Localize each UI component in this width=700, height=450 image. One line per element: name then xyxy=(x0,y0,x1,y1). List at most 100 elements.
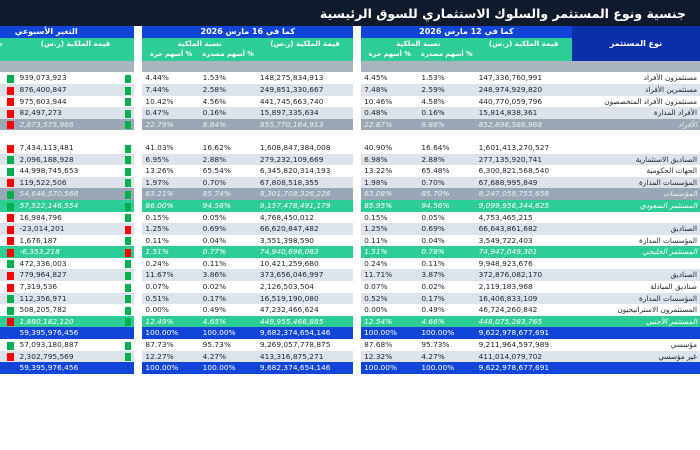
cell-issued-16: 8.84% xyxy=(199,118,257,131)
row-gap-1 xyxy=(353,257,362,270)
row-gap-1 xyxy=(353,327,362,340)
cell-free-12: 100.00% xyxy=(361,327,419,340)
direction-chip xyxy=(124,295,132,304)
row-gap-2 xyxy=(134,350,143,363)
row-label xyxy=(571,362,700,374)
direction-chip xyxy=(6,225,14,234)
sep-p12i xyxy=(418,60,476,73)
direction-chip xyxy=(124,237,132,246)
cell-change-pct: 0.63% xyxy=(0,199,4,212)
cell-change-pct: 0.18% xyxy=(0,176,4,189)
cell-value-16: 4,768,450,012 xyxy=(256,211,354,224)
cell-issued-12: 0.69% xyxy=(418,223,476,235)
cell-change-pct: 0.62% xyxy=(0,339,4,351)
table-row: 1,601,413,270,527 16.64% 40.90% 1,608,847,3… xyxy=(0,141,700,154)
cell-value-16: 15,897,335,634 xyxy=(256,107,354,119)
cell-issued-12: 85.70% xyxy=(418,188,476,200)
table-row: الأفراد 852,896,588,968 8.86% 22.87% 855,770… xyxy=(0,118,700,131)
row-gap-1 xyxy=(353,95,362,108)
row-gap-2 xyxy=(134,176,143,189)
cell-issued-12: 0.17% xyxy=(418,292,476,305)
cell-issued-16: 0.77% xyxy=(199,246,257,258)
cell-value-16: 74,940,696,083 xyxy=(256,246,354,258)
change-pct-up-icon xyxy=(3,304,17,316)
cell-value-12: 46,724,260,842 xyxy=(475,304,572,316)
cell-change-value: 82,497,273 xyxy=(16,107,122,119)
header-sub-free-16: % أسهم حرة xyxy=(142,49,200,61)
cell-change-pct: 0.76% xyxy=(0,153,4,166)
change-pct-down-icon xyxy=(3,95,17,108)
cell-value-12: 6,300,821,568,540 xyxy=(475,165,572,177)
direction-chip xyxy=(6,179,14,188)
cell-issued-12: 0.78% xyxy=(418,246,476,258)
table-row: مستثمرون الأفراد 147,336,760,991 1.53% 4.45… xyxy=(0,72,700,84)
direction-chip xyxy=(124,179,132,188)
direction-chip xyxy=(124,109,132,118)
cell-issued-12: 2.88% xyxy=(418,153,476,166)
row-label: المستثمر الأجنبي xyxy=(571,315,700,328)
cell-value-12: 4,753,465,215 xyxy=(475,211,572,224)
header-change-value-label: قيمة الملكية xyxy=(66,38,111,48)
row-gap-1 xyxy=(353,188,362,200)
row-gap-2 xyxy=(134,339,143,351)
cell-change-value: 112,356,971 xyxy=(16,292,122,305)
report-title-bar: جنسية ونوع المستثمر والسلوك الاستثماري ل… xyxy=(0,0,700,26)
cell-value-16: 9,682,374,654,146 xyxy=(256,362,354,374)
change-none-icon xyxy=(121,362,135,374)
row-gap-2 xyxy=(134,211,143,224)
sep-chgpct xyxy=(0,60,4,73)
cell-free-16: 1.25% xyxy=(142,223,200,235)
table-row: المؤسسات 8,247,059,755,658 85.70% 63.08% 8,3… xyxy=(0,188,700,200)
cell-issued-12: 100.00% xyxy=(418,362,476,374)
cell-change-value: 44,998,745,653 xyxy=(16,165,122,177)
cell-issued-12: 0.70% xyxy=(418,176,476,189)
cell-value-16: 249,851,330,667 xyxy=(256,83,354,96)
direction-chip xyxy=(6,190,14,199)
row-gap-1 xyxy=(353,315,362,328)
cell-free-16: 0.47% xyxy=(142,107,200,119)
header-value-16: قيمة الملكية (ر.س) xyxy=(256,37,354,50)
row-gap-1 xyxy=(353,339,362,351)
cell-value-12: 9,948,923,676 xyxy=(475,257,572,270)
change-up-icon xyxy=(121,350,135,363)
cell-issued-16: 2.88% xyxy=(199,153,257,166)
cell-free-12: 0.24% xyxy=(361,257,419,270)
cell-value-16: 3,551,398,590 xyxy=(256,234,354,247)
header-date-16: كما في 16 مارس 2026 xyxy=(142,26,354,38)
cell-change-pct: 0.22% xyxy=(0,95,4,108)
change-up-icon xyxy=(121,153,135,166)
row-gap-1 xyxy=(353,246,362,258)
cell-value-16: 148,275,834,913 xyxy=(256,72,354,84)
header-change-value-unit: (ر.س) xyxy=(40,38,65,48)
change-pct-up-icon xyxy=(3,153,17,166)
header-gap-6 xyxy=(134,49,143,61)
change-up-icon xyxy=(121,339,135,351)
header-value-12-unit: (ر.س) xyxy=(488,38,513,48)
direction-chip xyxy=(6,167,14,176)
cell-free-16: 0.11% xyxy=(142,234,200,247)
change-pct-down-icon xyxy=(3,246,17,258)
cell-change-pct: 0.30% xyxy=(0,211,4,224)
row-gap-2 xyxy=(134,362,143,374)
direction-chip xyxy=(124,214,132,223)
row-gap-1 xyxy=(353,107,362,119)
sep-v16 xyxy=(256,60,354,73)
cell-free-16: 12.27% xyxy=(142,350,200,363)
row-gap-1 xyxy=(353,118,362,131)
cell-change-pct: 0.68% xyxy=(0,292,4,305)
row-label: مستثمرين الأفراد xyxy=(571,83,700,96)
row-gap-2 xyxy=(134,153,143,166)
direction-chip xyxy=(6,74,14,83)
cell-value-12: 440,770,059,796 xyxy=(475,95,572,108)
direction-chip xyxy=(6,156,14,165)
cell-value-16: 66,620,847,482 xyxy=(256,223,354,235)
blank-spacer-cell xyxy=(0,130,700,142)
cell-value-16: 449,955,466,885 xyxy=(256,315,354,328)
cell-value-12: 9,622,978,677,691 xyxy=(475,362,572,374)
cell-free-16: 0.15% xyxy=(142,211,200,224)
sep-p16f xyxy=(142,60,200,73)
cell-change-pct: 0.46% xyxy=(0,141,4,154)
sep-gap-2 xyxy=(134,60,143,73)
cell-change-value: 508,205,782 xyxy=(16,304,122,316)
cell-free-12: 63.08% xyxy=(361,188,419,200)
